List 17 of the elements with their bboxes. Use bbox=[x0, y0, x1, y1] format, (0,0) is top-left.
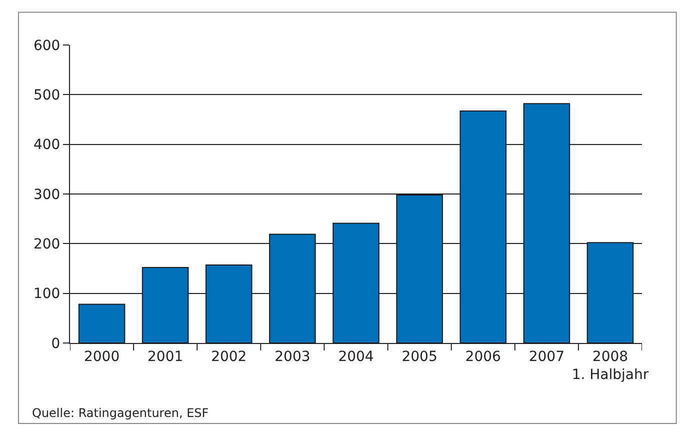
x-tick-label: 2007 bbox=[528, 348, 564, 365]
y-tick-label: 100 bbox=[33, 286, 60, 302]
x-tick-label: 2002 bbox=[211, 348, 247, 365]
source-note: Quelle: Ratingagenturen, ESF bbox=[32, 406, 209, 420]
x-tick-label: 2005 bbox=[402, 348, 438, 365]
x-tick-label: 2001 bbox=[148, 348, 184, 365]
x-tick-label: 2008 1. Halbjahr bbox=[572, 348, 649, 383]
y-tick-label: 600 bbox=[33, 38, 60, 54]
y-tick-label: 200 bbox=[33, 236, 60, 253]
y-tick-label: 0 bbox=[51, 336, 60, 352]
y-tick-label: 300 bbox=[33, 186, 60, 203]
y-tick-label: 500 bbox=[33, 88, 60, 104]
x-tick-label: 2003 bbox=[274, 348, 310, 365]
x-tick-label: 2000 bbox=[84, 348, 120, 365]
x-tick-label: 2004 bbox=[338, 348, 374, 365]
y-tick-label: 400 bbox=[33, 137, 60, 154]
x-tick-label: 2006 bbox=[465, 348, 502, 365]
